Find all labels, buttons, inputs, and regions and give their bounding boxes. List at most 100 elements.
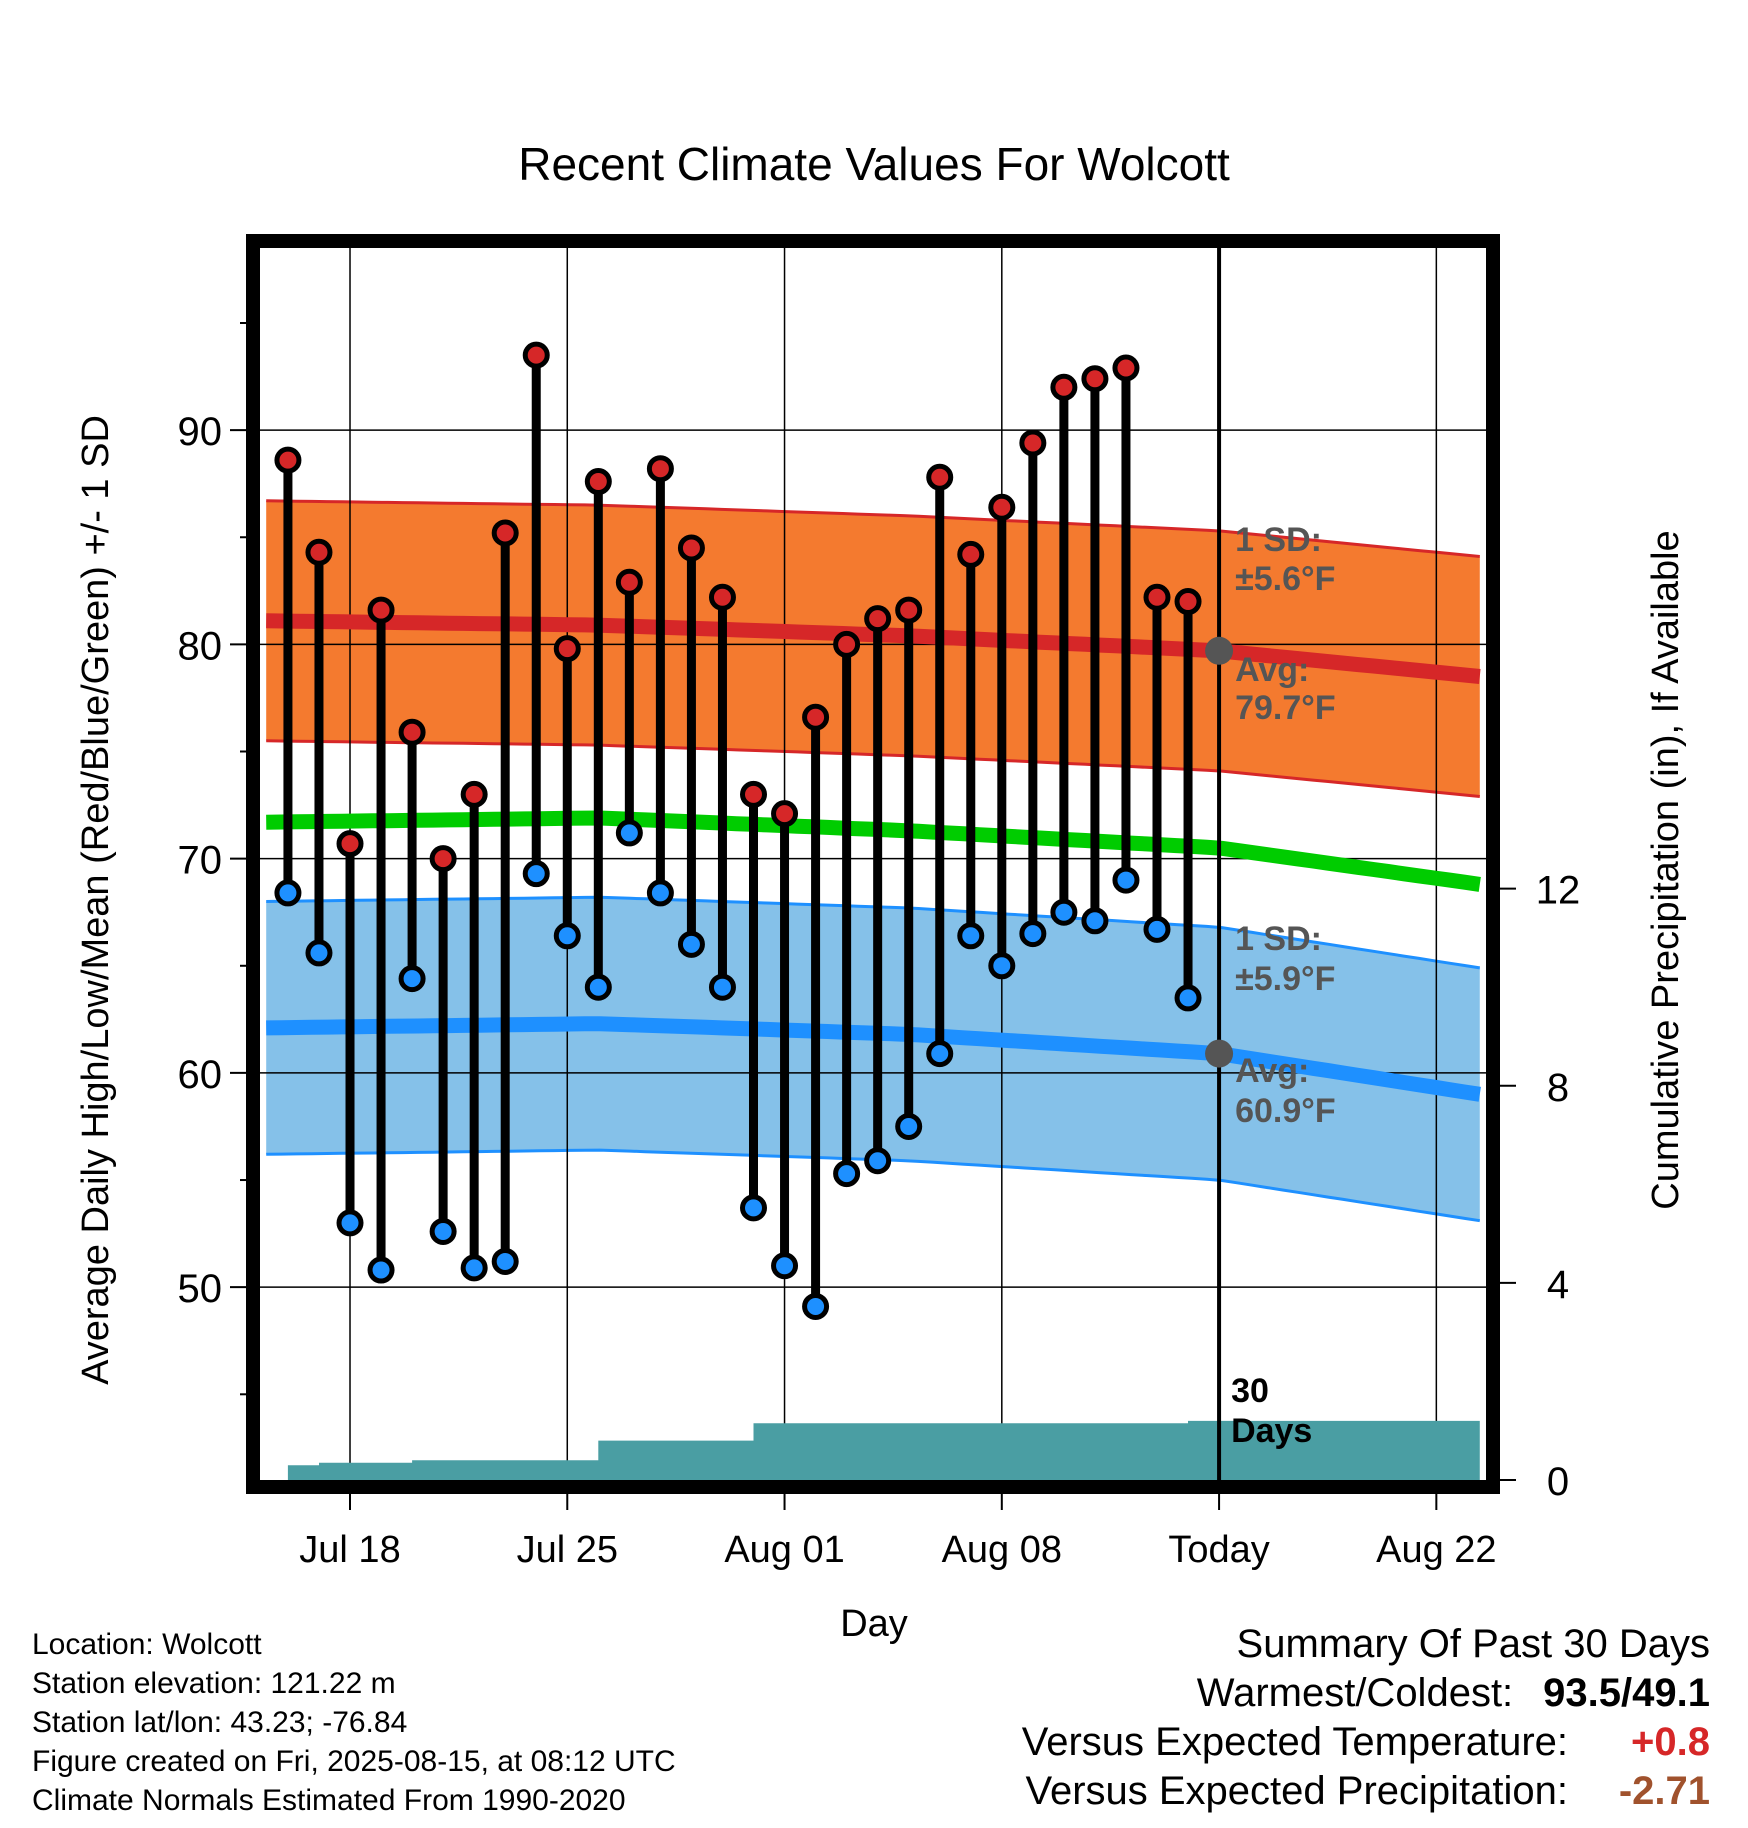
summary-panel: Summary Of Past 30 Days Warmest/Coldest:… xyxy=(1022,1620,1710,1816)
y-tick-label: 60 xyxy=(178,1053,223,1097)
x-tick-label: Aug 08 xyxy=(942,1529,1062,1571)
meta-normals: Climate Normals Estimated From 1990-2020 xyxy=(32,1784,626,1817)
daily-low-point xyxy=(957,922,985,950)
high-sd-lower-edge xyxy=(266,739,1480,798)
precip-area xyxy=(266,1420,1480,1480)
y2-tick-label: 0 xyxy=(1547,1460,1569,1504)
today-low-avg-marker xyxy=(1205,1039,1234,1068)
daily-low-point xyxy=(1174,984,1202,1012)
low-sd-value: ±5.9°F xyxy=(1235,960,1335,998)
normal-low-line xyxy=(266,1016,1481,1102)
summary-precip-row: Versus Expected Precipitation: -2.71 xyxy=(1022,1767,1710,1816)
meta-elevation: Station elevation: 121.22 m xyxy=(32,1667,396,1700)
daily-high-point xyxy=(1174,588,1202,616)
days-count-label: 30 xyxy=(1231,1372,1269,1410)
daily-high-point xyxy=(429,845,457,873)
daily-low-point xyxy=(833,1160,861,1188)
plot-frame xyxy=(246,234,1500,1494)
station-metadata: Location: Wolcott Station elevation: 121… xyxy=(32,1625,676,1820)
chart-title: Recent Climate Values For Wolcott xyxy=(518,138,1230,190)
x-tick-label: Today xyxy=(1168,1529,1269,1571)
days-word-label: Days xyxy=(1231,1412,1312,1450)
x-tick-label: Aug 22 xyxy=(1376,1529,1496,1571)
daily-high-point xyxy=(646,455,674,483)
daily-high-point xyxy=(771,800,799,828)
high-avg-value: 79.7°F xyxy=(1235,689,1336,727)
summary-precip-label: Versus Expected Precipitation: xyxy=(1025,1769,1568,1813)
y-axis-label: Average Daily High/Low/Mean (Red/Blue/Gr… xyxy=(75,415,117,1385)
y-tick-label: 80 xyxy=(178,624,223,668)
daily-high-point xyxy=(740,780,768,808)
y-tick-label: 50 xyxy=(178,1267,223,1311)
daily-high-point xyxy=(833,630,861,658)
y2-axis-label: Cumulative Precipitation (in), If Availa… xyxy=(1645,530,1687,1209)
daily-high-point xyxy=(895,596,923,624)
daily-high-point xyxy=(367,596,395,624)
meta-created: Figure created on Fri, 2025-08-15, at 08… xyxy=(32,1745,676,1778)
low-avg-label: Avg: xyxy=(1235,1052,1309,1090)
x-tick-label: Jul 25 xyxy=(517,1529,618,1571)
daily-high-point xyxy=(1143,583,1171,611)
daily-low-point xyxy=(615,819,643,847)
daily-high-point xyxy=(708,583,736,611)
daily-high-point xyxy=(1081,365,1109,393)
daily-high-point xyxy=(926,463,954,491)
daily-high-point xyxy=(274,446,302,474)
low-sd-band xyxy=(266,897,1480,1221)
daily-high-point xyxy=(553,635,581,663)
daily-low-point xyxy=(926,1040,954,1068)
daily-low-point xyxy=(708,973,736,1001)
daily-low-point xyxy=(1081,907,1109,935)
daily-low-point xyxy=(336,1209,364,1237)
x-tick-label: Aug 01 xyxy=(724,1529,844,1571)
low-sd-label: 1 SD: xyxy=(1235,920,1322,958)
daily-low-point xyxy=(740,1194,768,1222)
daily-high-point xyxy=(584,468,612,496)
low-sd-upper-edge xyxy=(266,895,1481,970)
daily-low-point xyxy=(1019,920,1047,948)
daily-high-point xyxy=(802,703,830,731)
daily-low-point xyxy=(646,879,674,907)
daily-high-point xyxy=(1019,429,1047,457)
high-avg-label: Avg: xyxy=(1235,651,1309,689)
x-axis-label: Day xyxy=(840,1603,908,1645)
daily-low-point xyxy=(553,922,581,950)
high-sd-label: 1 SD: xyxy=(1235,521,1322,559)
high-sd-value: ±5.6°F xyxy=(1235,560,1335,598)
daily-high-point xyxy=(305,538,333,566)
y2-tick-label: 4 xyxy=(1547,1263,1569,1307)
daily-high-point xyxy=(1050,373,1078,401)
daily-low-point xyxy=(895,1112,923,1140)
daily-high-point xyxy=(491,519,519,547)
daily-low-point xyxy=(1050,898,1078,926)
summary-warmest-label: Warmest/Coldest: xyxy=(1196,1671,1514,1715)
x-tick-label: Jul 18 xyxy=(299,1529,400,1571)
daily-low-point xyxy=(771,1252,799,1280)
daily-low-point xyxy=(988,952,1016,980)
summary-precip-value: -2.71 xyxy=(1618,1769,1710,1813)
daily-high-point xyxy=(615,568,643,596)
daily-low-point xyxy=(522,860,550,888)
today-high-avg-marker xyxy=(1205,636,1234,665)
daily-low-point xyxy=(305,939,333,967)
daily-low-point xyxy=(491,1247,519,1275)
daily-low-point xyxy=(1143,915,1171,943)
daily-low-point xyxy=(584,973,612,1001)
daily-low-point xyxy=(1112,866,1140,894)
high-sd-upper-edge xyxy=(266,499,1480,558)
meta-latlon: Station lat/lon: 43.23; -76.84 xyxy=(32,1706,408,1739)
y-tick-label: 70 xyxy=(178,839,223,883)
y-tick-label: 90 xyxy=(178,410,223,454)
summary-heading: Summary Of Past 30 Days xyxy=(1236,1622,1710,1666)
meta-location: Location: Wolcott xyxy=(32,1628,262,1661)
daily-high-point xyxy=(522,341,550,369)
daily-high-point xyxy=(460,780,488,808)
summary-temp-label: Versus Expected Temperature: xyxy=(1021,1720,1568,1764)
y2-tick-label: 8 xyxy=(1547,1066,1569,1110)
normal-high-line xyxy=(266,613,1481,684)
daily-low-point xyxy=(802,1292,830,1320)
low-avg-value: 60.9°F xyxy=(1235,1092,1336,1130)
daily-high-point xyxy=(957,540,985,568)
daily-low-point xyxy=(460,1254,488,1282)
